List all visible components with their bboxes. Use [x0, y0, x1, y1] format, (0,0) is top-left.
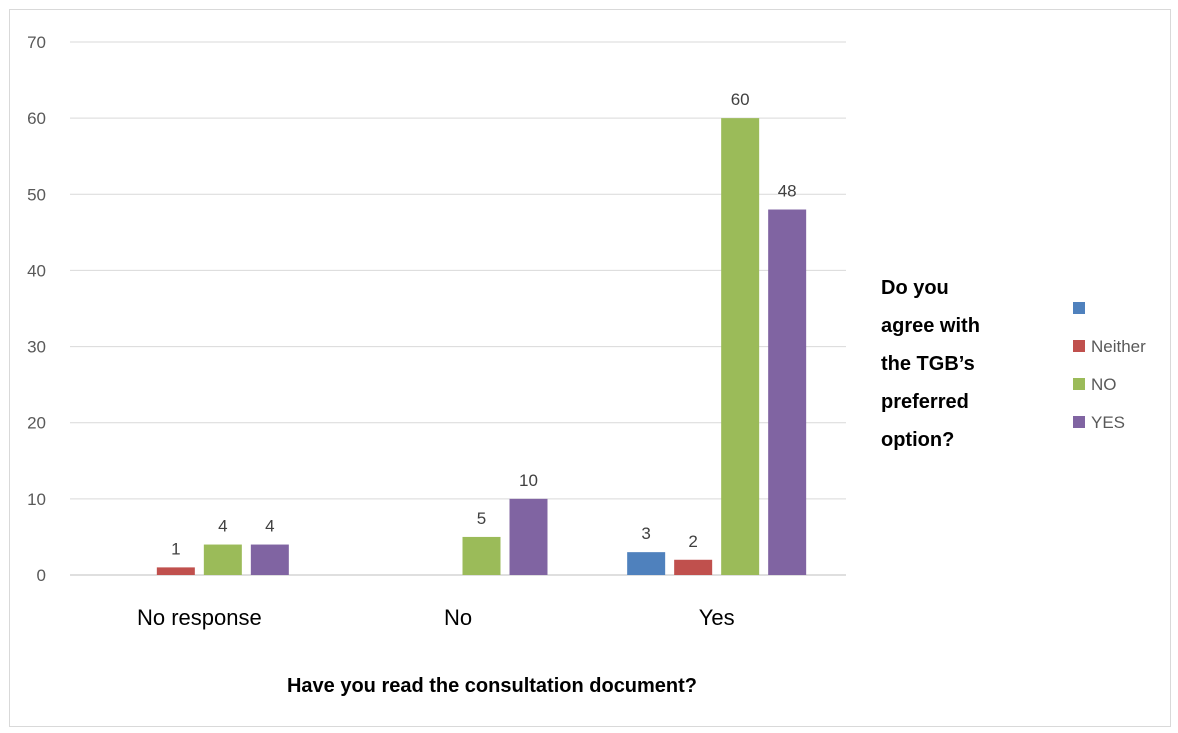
bar-yes-yes: [768, 209, 807, 575]
gridlines: [70, 41, 846, 576]
y-tick-label: 0: [37, 566, 46, 585]
legend-swatch: [1073, 302, 1085, 314]
data-label: 4: [265, 517, 274, 536]
y-tick-label: 50: [27, 185, 46, 204]
legend-title-line: agree with: [881, 315, 980, 337]
y-tick-label: 30: [27, 338, 46, 357]
y-tick-label: 20: [27, 414, 46, 433]
data-label: 10: [519, 471, 538, 490]
bar-neither-yes: [674, 559, 713, 575]
legend-swatch: [1073, 416, 1085, 428]
bars: [156, 118, 807, 576]
x-category-label: No: [444, 605, 472, 630]
legend-title-line: preferred: [881, 391, 969, 413]
data-label: 4: [218, 517, 227, 536]
y-tick-label: 10: [27, 490, 46, 509]
data-label: 2: [688, 532, 697, 551]
y-tick-label: 60: [27, 109, 46, 128]
bar-no-no-response: [203, 544, 242, 575]
legend-label: NO: [1091, 375, 1117, 394]
legend-swatch: [1073, 378, 1085, 390]
legend-label: Neither: [1091, 337, 1146, 356]
data-label: 60: [731, 90, 750, 109]
chart-frame: [9, 9, 1171, 727]
y-tick-label: 70: [27, 33, 46, 52]
legend-title-line: the TGB’s: [881, 353, 975, 375]
bar-no-yes: [721, 118, 760, 576]
y-tick-label: 40: [27, 261, 46, 280]
x-category-label: Yes: [699, 605, 735, 630]
legend-title-line: option?: [881, 429, 954, 451]
bar-no-no: [462, 536, 501, 575]
legend-label: YES: [1091, 413, 1125, 432]
x-axis-title: Have you read the consultation document?: [287, 675, 697, 697]
data-label: 1: [171, 539, 180, 558]
y-axis-tick-labels: 0 10 20 30 40 50 60 70: [27, 33, 46, 585]
data-label: 48: [778, 182, 797, 201]
bar-blank-yes: [627, 552, 666, 575]
legend-swatch: [1073, 340, 1085, 352]
bar-yes-no-response: [250, 544, 289, 575]
legend-title: Do you agree with the TGB’s preferred option…: [881, 277, 980, 451]
x-category-label: No response: [137, 605, 262, 630]
legend-title-line: Do you: [881, 277, 949, 299]
data-label: 5: [477, 509, 486, 528]
data-label: 3: [641, 524, 650, 543]
legend: Neither NO YES: [1073, 302, 1146, 432]
x-axis-category-labels: No response No Yes: [137, 605, 735, 630]
data-labels: 1 4 4 5 10 3 2 60 48: [171, 90, 797, 558]
bar-yes-no: [509, 498, 548, 575]
bar-neither-no-response: [156, 567, 195, 575]
